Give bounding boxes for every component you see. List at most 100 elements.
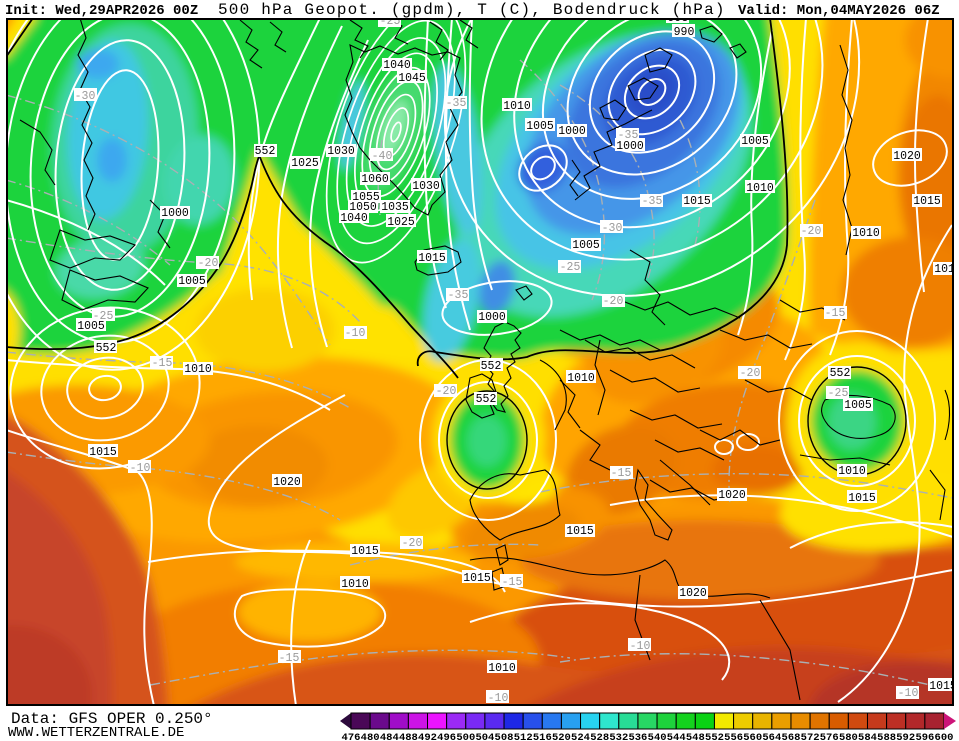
svg-text:-10: -10 [488, 692, 509, 705]
svg-text:508: 508 [495, 732, 514, 741]
svg-text:1000: 1000 [161, 207, 189, 220]
svg-text:-15: -15 [279, 652, 300, 665]
svg-text:1040: 1040 [383, 59, 411, 72]
svg-text:1025: 1025 [387, 216, 415, 229]
svg-text:1005: 1005 [178, 275, 206, 288]
svg-text:1020: 1020 [679, 587, 707, 600]
svg-text:-25: -25 [560, 261, 581, 274]
svg-text:548: 548 [686, 732, 705, 741]
svg-text:476: 476 [342, 732, 361, 741]
svg-text:-20: -20 [603, 295, 624, 308]
svg-text:1010: 1010 [184, 363, 212, 376]
svg-text:1030: 1030 [412, 180, 440, 193]
svg-text:600: 600 [935, 732, 954, 741]
svg-text:990: 990 [674, 26, 695, 39]
svg-text:-35: -35 [642, 195, 663, 208]
svg-text:1015: 1015 [683, 195, 711, 208]
svg-text:552: 552 [96, 342, 117, 355]
svg-text:596: 596 [915, 732, 934, 741]
svg-text:-25: -25 [828, 387, 849, 400]
svg-text:536: 536 [628, 732, 647, 741]
svg-text:520: 520 [552, 732, 571, 741]
svg-text:1000: 1000 [478, 311, 506, 324]
svg-text:1010: 1010 [488, 662, 516, 675]
svg-text:-35: -35 [448, 289, 469, 302]
svg-text:564: 564 [762, 732, 781, 741]
svg-text:1010: 1010 [838, 465, 866, 478]
svg-text:512: 512 [514, 732, 533, 741]
svg-text:1030: 1030 [327, 145, 355, 158]
svg-text:504: 504 [475, 732, 494, 741]
svg-text:588: 588 [877, 732, 896, 741]
svg-text:584: 584 [858, 732, 877, 741]
svg-text:-15: -15 [611, 467, 632, 480]
svg-text:532: 532 [609, 732, 628, 741]
svg-text:-20: -20 [436, 385, 457, 398]
svg-text:1005: 1005 [741, 135, 769, 148]
svg-text:1005: 1005 [572, 239, 600, 252]
svg-text:1020: 1020 [893, 150, 921, 163]
svg-text:580: 580 [839, 732, 858, 741]
svg-text:1010: 1010 [852, 227, 880, 240]
svg-text:484: 484 [380, 732, 399, 741]
svg-text:572: 572 [801, 732, 820, 741]
svg-text:1025: 1025 [291, 157, 319, 170]
svg-text:1020: 1020 [718, 489, 746, 502]
svg-text:1035: 1035 [381, 201, 409, 214]
svg-text:488: 488 [399, 732, 418, 741]
svg-text:-20: -20 [801, 225, 822, 238]
svg-text:556: 556 [724, 732, 743, 741]
svg-text:576: 576 [820, 732, 839, 741]
svg-text:-20: -20 [402, 537, 423, 550]
svg-text:-25: -25 [380, 15, 401, 28]
svg-text:1000: 1000 [616, 140, 644, 153]
svg-text:1015: 1015 [566, 525, 594, 538]
svg-text:560: 560 [743, 732, 762, 741]
svg-text:492: 492 [418, 732, 437, 741]
svg-text:-20: -20 [198, 257, 219, 270]
svg-text:1015: 1015 [934, 263, 959, 276]
svg-text:-40: -40 [372, 150, 393, 163]
svg-text:1005: 1005 [844, 399, 872, 412]
svg-text:524: 524 [571, 732, 590, 741]
svg-text:1010: 1010 [341, 578, 369, 591]
svg-text:-10: -10 [630, 640, 651, 653]
svg-text:-30: -30 [75, 90, 96, 103]
svg-text:-15: -15 [825, 307, 846, 320]
svg-text:-10: -10 [898, 687, 919, 700]
svg-text:1020: 1020 [273, 476, 301, 489]
svg-text:-20: -20 [740, 367, 761, 380]
svg-text:-25: -25 [93, 310, 114, 323]
svg-text:540: 540 [648, 732, 667, 741]
svg-text:1015: 1015 [89, 446, 117, 459]
svg-text:1015: 1015 [848, 492, 876, 505]
svg-text:995: 995 [668, 12, 689, 25]
svg-text:-10: -10 [345, 327, 366, 340]
svg-text:-15: -15 [502, 576, 523, 589]
svg-text:480: 480 [361, 732, 380, 741]
svg-text:528: 528 [590, 732, 609, 741]
svg-text:552: 552 [830, 367, 851, 380]
svg-text:500: 500 [456, 732, 475, 741]
svg-text:1015: 1015 [463, 572, 491, 585]
svg-text:552: 552 [255, 145, 276, 158]
svg-text:552: 552 [476, 393, 497, 406]
svg-text:1010: 1010 [746, 182, 774, 195]
svg-text:544: 544 [667, 732, 686, 741]
svg-text:1005: 1005 [526, 120, 554, 133]
svg-text:1000: 1000 [558, 125, 586, 138]
svg-text:1015: 1015 [351, 545, 379, 558]
svg-text:552: 552 [481, 360, 502, 373]
svg-text:1015: 1015 [418, 252, 446, 265]
svg-text:1040: 1040 [340, 212, 368, 225]
svg-text:-35: -35 [618, 129, 639, 142]
svg-text:1060: 1060 [361, 173, 389, 186]
svg-text:1015: 1015 [929, 680, 957, 693]
svg-text:-35: -35 [446, 97, 467, 110]
svg-text:516: 516 [533, 732, 552, 741]
svg-text:552: 552 [705, 732, 724, 741]
svg-text:1010: 1010 [503, 100, 531, 113]
svg-text:-30: -30 [602, 222, 623, 235]
svg-text:1015: 1015 [913, 195, 941, 208]
svg-text:1010: 1010 [567, 372, 595, 385]
